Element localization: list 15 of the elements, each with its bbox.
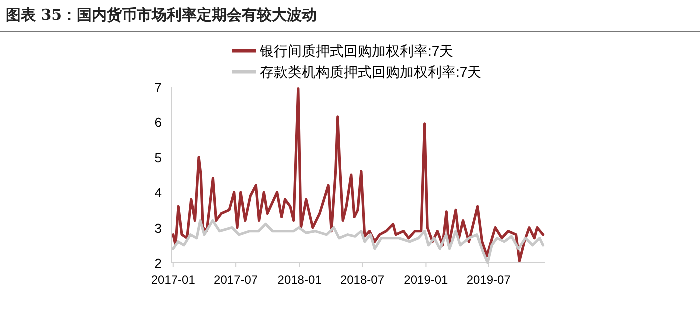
chart-title: 图表 35：国内货币市场利率定期会有较大波动 (6, 6, 318, 24)
y-tick-label: 6 (154, 115, 162, 130)
x-tick-label: 2017-07 (214, 273, 258, 287)
x-tick-label: 2019-07 (466, 273, 512, 287)
y-tick-label: 4 (154, 186, 162, 201)
y-tick-label: 7 (154, 80, 162, 95)
x-tick-label: 2019-01 (404, 273, 449, 287)
y-tick-label: 2 (154, 256, 162, 271)
y-tick-label: 3 (154, 220, 162, 236)
legend-label: 银行间质押式回购加权利率:7天 (259, 43, 454, 59)
x-tick-label: 2018-07 (340, 273, 385, 287)
y-tick-label: 5 (154, 150, 162, 166)
legend-label: 存款类机构质押式回购加权利率:7天 (260, 64, 482, 80)
x-tick-label: 2018-01 (278, 273, 322, 287)
x-tick-label: 2017-01 (151, 273, 196, 287)
